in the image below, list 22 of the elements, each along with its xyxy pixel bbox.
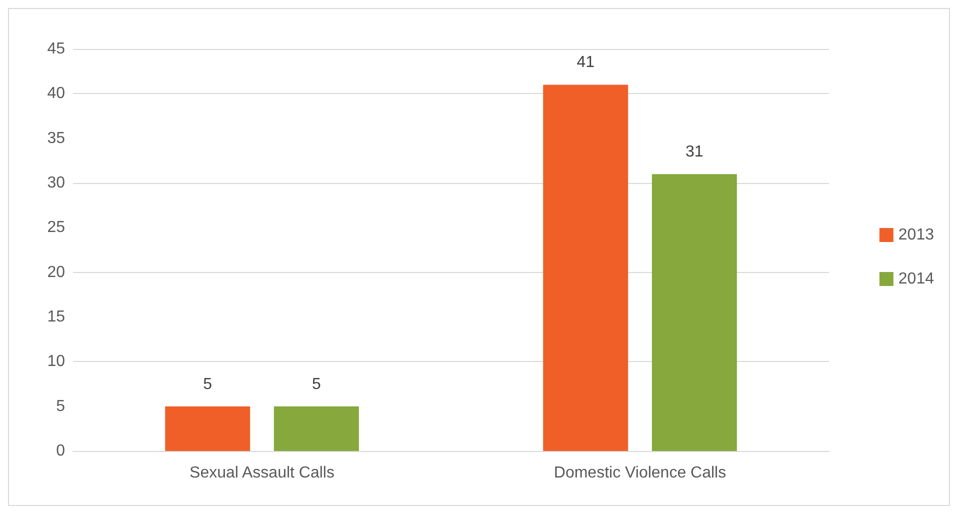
bar — [543, 84, 628, 451]
data-label: 5 — [203, 376, 212, 393]
y-tick-label: 5 — [56, 398, 66, 415]
bar — [165, 406, 250, 451]
y-tick-label: 30 — [47, 174, 66, 192]
y-tick-label: 15 — [47, 308, 66, 326]
legend-label: 2013 — [898, 226, 934, 244]
bar — [652, 174, 737, 451]
data-label: 41 — [576, 54, 595, 72]
y-tick-label: 0 — [56, 442, 66, 460]
data-label: 31 — [686, 144, 704, 161]
x-tick-label: Domestic Violence Calls — [554, 464, 726, 482]
y-tick-label: 25 — [47, 219, 66, 236]
legend-label: 2014 — [898, 270, 934, 288]
bar — [274, 406, 359, 451]
data-label: 5 — [312, 376, 321, 393]
y-tick-label: 35 — [47, 130, 66, 147]
y-tick-label: 40 — [47, 85, 66, 102]
x-tick-label: Sexual Assault Calls — [190, 464, 334, 482]
y-tick-label: 10 — [47, 353, 66, 370]
y-tick-label: 45 — [47, 40, 66, 58]
y-tick-label: 20 — [47, 264, 66, 281]
